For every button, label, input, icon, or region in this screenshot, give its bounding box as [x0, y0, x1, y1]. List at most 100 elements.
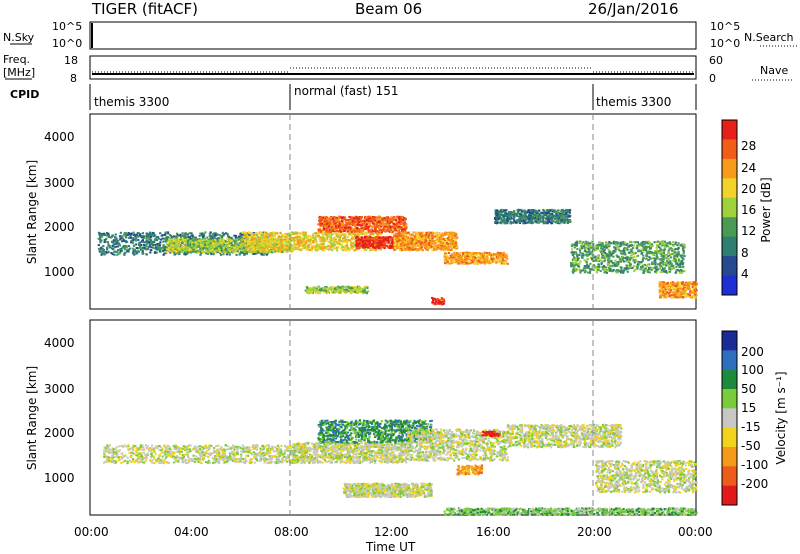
data-cell [382, 220, 385, 223]
data-cell [299, 238, 302, 241]
data-cell [392, 219, 395, 222]
data-cell [162, 240, 165, 243]
data-cell [247, 238, 250, 240]
data-cell [209, 238, 212, 241]
data-cell [392, 217, 395, 220]
data-cell [216, 239, 219, 242]
data-cell [296, 235, 299, 238]
nsearch-label: N.Search [744, 31, 794, 44]
data-cell [317, 245, 320, 248]
data-cell [218, 251, 222, 254]
data-cell [366, 237, 369, 240]
data-cell [353, 223, 357, 226]
data-cell [353, 217, 356, 220]
data-cell [314, 234, 318, 237]
data-cell [364, 246, 367, 249]
data-cell [384, 219, 387, 222]
data-cell [206, 251, 209, 254]
data-cell [319, 244, 323, 247]
data-cell [312, 234, 315, 237]
data-cell [389, 246, 392, 249]
data-cell [304, 231, 307, 234]
data-cell [133, 233, 136, 236]
data-cell [162, 253, 165, 256]
data-cell [402, 237, 405, 240]
data-cell [208, 232, 211, 235]
data-cell [374, 249, 377, 252]
data-cell [170, 240, 173, 243]
data-cell [321, 231, 324, 234]
data-cell [242, 250, 245, 253]
data-cell [206, 247, 209, 250]
data-cell [494, 258, 497, 261]
data-cell [145, 240, 148, 243]
data-cell [351, 245, 354, 247]
data-cell [333, 244, 337, 247]
data-cell [427, 232, 430, 235]
data-cell [242, 243, 245, 246]
data-cell [243, 234, 247, 237]
data-cell [266, 242, 269, 245]
data-cell [329, 229, 332, 232]
data-cell [273, 234, 276, 236]
data-cell [373, 216, 376, 219]
data-cell [308, 249, 311, 251]
data-cell [238, 253, 241, 256]
data-cell [376, 225, 379, 228]
data-cell [281, 233, 284, 236]
data-cell [283, 235, 286, 238]
data-cell [419, 243, 422, 246]
data-cell [143, 235, 146, 238]
data-cell [109, 246, 112, 249]
data-cell [314, 232, 317, 235]
data-cell [437, 245, 440, 247]
data-cell [262, 238, 265, 241]
data-cell [355, 227, 358, 230]
data-cell [370, 238, 373, 241]
data-cell [148, 240, 151, 243]
data-cell [368, 234, 371, 237]
data-cell [446, 255, 449, 258]
data-cell [116, 250, 119, 253]
data-cell [294, 246, 297, 249]
data-cell [361, 224, 364, 227]
data-cell [366, 242, 369, 245]
data-cell [394, 223, 397, 226]
data-cell [134, 239, 137, 242]
data-cell [474, 253, 477, 256]
data-cell [295, 232, 298, 235]
data-cell [380, 229, 383, 232]
data-cell [385, 223, 388, 226]
data-cell [342, 233, 345, 236]
data-cell [447, 247, 450, 250]
data-cell [239, 234, 242, 237]
data-cell [340, 220, 344, 223]
data-cell [351, 224, 355, 227]
data-cell [214, 249, 217, 252]
data-cell [271, 251, 274, 254]
data-cell [398, 218, 401, 221]
data-cell [172, 249, 175, 252]
data-cell [178, 244, 181, 247]
data-cell [369, 232, 372, 235]
data-cell [331, 243, 335, 246]
data-cell [292, 246, 295, 249]
data-cell [440, 244, 443, 247]
data-cell [189, 249, 192, 252]
data-cell [220, 236, 223, 239]
data-cell [303, 247, 306, 249]
data-cell [343, 240, 346, 243]
data-cell [235, 238, 238, 241]
data-cell [444, 248, 447, 251]
data-cell [346, 225, 349, 228]
data-cell [265, 231, 268, 234]
data-cell [401, 228, 404, 231]
data-cell [226, 235, 229, 238]
data-cell [227, 249, 230, 252]
data-cell [159, 232, 162, 235]
data-cell [433, 240, 436, 242]
data-cell [391, 230, 394, 233]
data-cell [166, 248, 169, 251]
data-cell [360, 231, 363, 233]
data-cell [319, 224, 322, 227]
